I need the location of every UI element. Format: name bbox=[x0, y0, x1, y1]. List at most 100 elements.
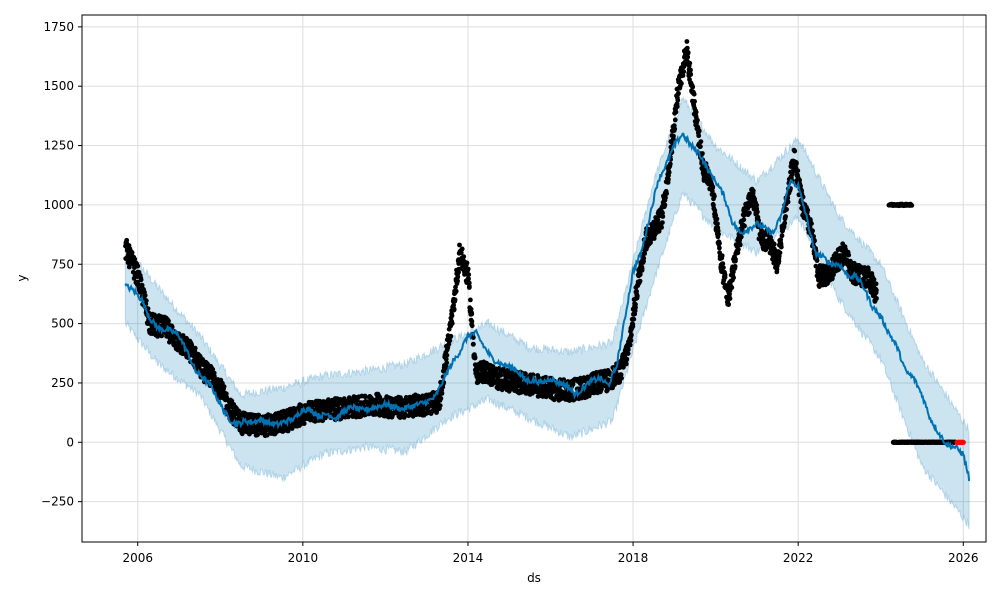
observed-point bbox=[782, 220, 788, 226]
observed-point bbox=[439, 391, 445, 396]
observed-point bbox=[696, 133, 702, 139]
x-tick-label: 2026 bbox=[948, 551, 979, 565]
observed-point bbox=[667, 161, 673, 167]
observed-point bbox=[684, 39, 690, 44]
observed-point bbox=[630, 324, 636, 329]
observed-point bbox=[301, 421, 307, 426]
observed-point bbox=[696, 128, 702, 134]
observed-point bbox=[637, 278, 643, 284]
observed-point bbox=[814, 258, 820, 263]
y-axis-label: y bbox=[15, 274, 29, 281]
observed-point bbox=[719, 253, 725, 259]
observed-point bbox=[461, 254, 467, 259]
observed-point bbox=[672, 126, 678, 132]
observed-point bbox=[692, 99, 697, 104]
observed-point bbox=[443, 356, 449, 362]
observed-point bbox=[464, 260, 470, 266]
observed-point bbox=[466, 272, 472, 277]
observed-point bbox=[469, 319, 475, 324]
observed-point bbox=[633, 305, 638, 310]
observed-point bbox=[641, 255, 647, 261]
observed-point bbox=[471, 341, 476, 347]
observed-point bbox=[717, 245, 722, 251]
observed-point bbox=[700, 151, 705, 156]
forecast-line-layer bbox=[124, 132, 971, 482]
observed-point bbox=[717, 240, 722, 246]
observed-point bbox=[446, 341, 452, 347]
observed-point bbox=[805, 207, 811, 213]
observed-point bbox=[468, 297, 473, 303]
observed-point bbox=[444, 352, 450, 358]
observed-point bbox=[715, 221, 720, 227]
observed-point bbox=[681, 69, 687, 74]
x-tick-label: 2006 bbox=[122, 551, 153, 565]
observed-point bbox=[690, 84, 696, 90]
observed-point bbox=[666, 170, 672, 175]
observed-point bbox=[712, 193, 717, 199]
observed-point bbox=[720, 261, 726, 266]
observed-point bbox=[853, 267, 859, 273]
observed-point bbox=[784, 207, 789, 212]
observed-point bbox=[142, 293, 148, 298]
observed-point bbox=[472, 354, 478, 360]
x-axis-label: ds bbox=[527, 571, 541, 585]
observed-point bbox=[449, 321, 455, 326]
observed-point bbox=[451, 306, 457, 312]
x-tick-label: 2022 bbox=[783, 551, 814, 565]
observed-point bbox=[453, 288, 459, 294]
observed-point bbox=[623, 361, 629, 367]
observed-point bbox=[625, 351, 631, 356]
observed-point bbox=[523, 371, 528, 377]
observed-point bbox=[139, 282, 145, 288]
observed-point bbox=[603, 374, 608, 379]
observed-point bbox=[455, 278, 460, 284]
observed-point bbox=[846, 252, 852, 258]
observed-point bbox=[874, 287, 879, 293]
observed-point bbox=[733, 258, 738, 264]
observed-point bbox=[465, 266, 471, 272]
observed-point bbox=[469, 311, 475, 317]
observed-point bbox=[750, 188, 756, 194]
observed-point bbox=[469, 323, 475, 329]
observed-point bbox=[813, 263, 819, 269]
observed-point bbox=[755, 209, 760, 215]
y-tick-label: 250 bbox=[51, 376, 74, 390]
plot-frame bbox=[81, 14, 987, 543]
observed-point bbox=[138, 277, 144, 283]
observed-point bbox=[732, 264, 738, 269]
observed-point bbox=[642, 251, 648, 256]
observed-point bbox=[456, 266, 462, 272]
observed-point bbox=[624, 356, 630, 362]
observed-point bbox=[685, 54, 691, 60]
x-axis-ticks: 2006 2010 2014 2018 2022 2026 bbox=[122, 542, 979, 565]
observed-point bbox=[680, 73, 686, 78]
observed-point bbox=[747, 210, 752, 216]
observed-point bbox=[671, 133, 676, 139]
y-tick-label: 750 bbox=[51, 257, 74, 271]
observed-point bbox=[135, 263, 141, 269]
observed-point bbox=[679, 81, 684, 86]
y-tick-label: 1750 bbox=[43, 20, 74, 34]
observed-point bbox=[223, 391, 229, 397]
observed-point bbox=[453, 284, 458, 290]
observed-point bbox=[722, 272, 728, 278]
observed-point bbox=[726, 302, 731, 307]
observed-point bbox=[710, 184, 716, 190]
observed-point bbox=[132, 256, 138, 262]
observed-point bbox=[444, 360, 450, 366]
observed-point bbox=[748, 203, 754, 209]
observed-point bbox=[688, 72, 694, 77]
observed-point bbox=[449, 313, 455, 319]
observed-point bbox=[691, 91, 697, 97]
observed-point bbox=[810, 228, 815, 234]
observed-point bbox=[684, 45, 690, 51]
observed-point bbox=[731, 275, 736, 281]
x-tick-label: 2010 bbox=[288, 551, 319, 565]
observed-point bbox=[779, 233, 785, 239]
observed-point bbox=[698, 144, 703, 150]
observed-point bbox=[714, 216, 720, 222]
observed-point bbox=[599, 386, 604, 392]
observed-point bbox=[455, 274, 461, 280]
forecast-line bbox=[124, 132, 971, 482]
